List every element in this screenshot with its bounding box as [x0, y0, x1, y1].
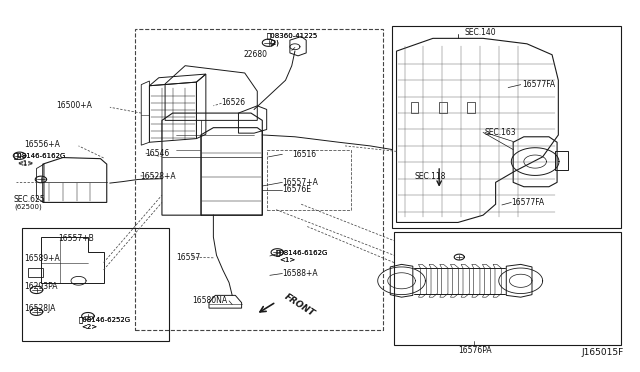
Text: Ⓑ08146-6252G: Ⓑ08146-6252G [79, 317, 131, 323]
Text: 16577FA: 16577FA [522, 80, 555, 89]
Text: 16528JA: 16528JA [24, 304, 55, 312]
Text: 16576E: 16576E [282, 185, 312, 194]
Text: Ⓑ08146-6162G: Ⓑ08146-6162G [14, 153, 67, 160]
Text: 16576PA: 16576PA [458, 346, 492, 355]
Text: SEC.163: SEC.163 [485, 128, 516, 137]
Text: 16516: 16516 [292, 150, 317, 159]
Text: Ⓑ08146-6162G: Ⓑ08146-6162G [276, 249, 328, 256]
Text: Ⓑ08360-41225: Ⓑ08360-41225 [267, 32, 318, 39]
Text: 16589+A: 16589+A [24, 254, 60, 263]
Text: 16588+A: 16588+A [282, 269, 318, 278]
Text: 16293PA: 16293PA [24, 282, 58, 291]
Text: 16528+A: 16528+A [140, 172, 175, 182]
Text: <1>: <1> [279, 257, 296, 263]
Text: 16580NA: 16580NA [193, 296, 228, 305]
Text: FRONT: FRONT [282, 292, 316, 318]
Text: 16557+B: 16557+B [58, 234, 94, 243]
Text: <2>: <2> [82, 324, 98, 330]
Text: SEC.140: SEC.140 [464, 28, 496, 37]
Text: 16546: 16546 [146, 149, 170, 158]
Text: (62500): (62500) [14, 203, 42, 210]
Text: <1>: <1> [279, 257, 296, 263]
Text: 16500+A: 16500+A [56, 101, 92, 110]
Text: 16577FA: 16577FA [511, 198, 545, 207]
Text: 16557+A: 16557+A [282, 178, 318, 187]
Text: (2): (2) [270, 39, 280, 46]
Text: 16526: 16526 [221, 98, 246, 107]
Text: Ⓑ08146-6252G: Ⓑ08146-6252G [79, 317, 131, 323]
Text: Ⓑ08146-6162G: Ⓑ08146-6162G [14, 153, 67, 160]
Text: <1>: <1> [17, 160, 33, 166]
Text: 16556+A: 16556+A [24, 140, 60, 148]
Text: J165015F: J165015F [582, 348, 624, 357]
Text: <2>: <2> [82, 324, 98, 330]
Text: Ⓑ08360-41225: Ⓑ08360-41225 [267, 32, 318, 39]
Text: SEC.118: SEC.118 [414, 171, 445, 181]
Text: Ⓑ08146-6162G: Ⓑ08146-6162G [276, 249, 328, 256]
Text: <1>: <1> [17, 161, 33, 167]
Text: (2): (2) [270, 39, 280, 46]
Text: SEC.625: SEC.625 [14, 195, 45, 204]
Text: 22680: 22680 [243, 49, 268, 58]
Text: 16557: 16557 [176, 253, 200, 262]
